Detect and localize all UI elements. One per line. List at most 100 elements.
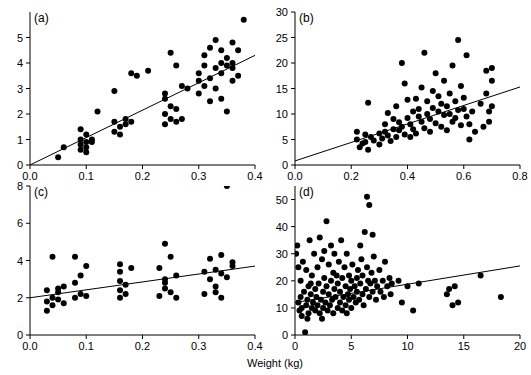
point — [218, 252, 224, 258]
point — [111, 129, 117, 135]
point — [168, 103, 174, 109]
point — [44, 298, 50, 304]
point — [145, 68, 151, 74]
y-tick-label: 0 — [17, 329, 23, 341]
point — [224, 55, 230, 61]
point — [327, 302, 333, 308]
point — [315, 302, 321, 308]
x-tick — [198, 165, 199, 169]
point — [168, 289, 174, 295]
point — [213, 37, 219, 43]
y-tick — [291, 165, 295, 166]
point — [207, 256, 213, 262]
point — [393, 134, 399, 140]
x-tick — [255, 335, 256, 339]
point — [117, 269, 123, 275]
point — [95, 108, 101, 114]
y-tick-label: 4 — [17, 57, 23, 69]
point — [378, 289, 384, 295]
y-tick — [26, 165, 30, 166]
y-tick — [26, 37, 30, 38]
x-tick — [295, 335, 296, 339]
regression-line — [30, 266, 255, 298]
point — [321, 248, 327, 254]
point — [362, 139, 368, 145]
point — [452, 115, 458, 121]
point — [466, 137, 472, 143]
point — [173, 63, 179, 69]
point — [444, 103, 450, 109]
y-tick — [26, 63, 30, 64]
y-tick — [291, 88, 295, 89]
regression-line — [295, 266, 520, 303]
point — [388, 138, 394, 144]
y-tick-label: 0 — [17, 159, 23, 171]
y-tick — [26, 114, 30, 115]
point — [162, 285, 168, 291]
point — [385, 132, 391, 138]
point — [317, 234, 323, 240]
point — [299, 313, 305, 319]
point — [312, 286, 318, 292]
y-tick — [291, 63, 295, 64]
point — [461, 95, 467, 101]
point — [362, 131, 368, 137]
point — [416, 281, 422, 287]
point — [338, 237, 344, 243]
point — [421, 50, 427, 56]
point — [295, 243, 300, 249]
panel: 0.00.10.20.30.4012345(a) — [17, 11, 263, 182]
point — [382, 121, 388, 127]
x-tick-label: 20 — [514, 340, 526, 352]
x-tick-label: 0.0 — [287, 170, 302, 182]
point — [335, 281, 341, 287]
panel-title: (a) — [34, 11, 49, 25]
point — [344, 251, 350, 257]
point — [319, 316, 325, 322]
x-tick — [463, 165, 464, 169]
point — [444, 291, 450, 297]
point — [355, 267, 361, 273]
point — [381, 294, 387, 300]
point — [331, 251, 337, 257]
point — [173, 106, 179, 112]
point — [371, 253, 377, 259]
point — [83, 293, 89, 299]
point — [298, 294, 304, 300]
point — [387, 275, 393, 281]
point — [224, 108, 230, 114]
y-tick-label: 10 — [276, 302, 288, 314]
y-tick-label: 30 — [276, 248, 288, 260]
point — [407, 134, 413, 140]
point — [241, 17, 247, 23]
point — [430, 105, 436, 111]
point — [156, 293, 162, 299]
point — [320, 289, 326, 295]
point — [230, 40, 236, 46]
y-tick — [291, 226, 295, 227]
point — [213, 289, 219, 295]
y-tick — [291, 335, 295, 336]
point — [50, 254, 56, 260]
y-tick-label: 6 — [17, 217, 23, 229]
y-tick-label: 20 — [276, 57, 288, 69]
x-tick-label: 0.0 — [22, 170, 37, 182]
point — [325, 308, 331, 314]
y-tick-label: 40 — [276, 221, 288, 233]
point — [117, 287, 123, 293]
point — [50, 302, 56, 308]
point — [128, 70, 134, 76]
y-tick-label: 0 — [282, 329, 288, 341]
point — [430, 88, 436, 94]
y-tick — [291, 199, 295, 200]
point — [433, 120, 439, 126]
point — [235, 73, 241, 79]
point — [402, 131, 408, 137]
point — [452, 283, 458, 289]
plot-area — [30, 17, 255, 165]
x-tick — [30, 335, 31, 339]
point — [196, 91, 202, 97]
point — [416, 106, 422, 112]
x-tick — [86, 165, 87, 169]
y-tick — [26, 297, 30, 298]
